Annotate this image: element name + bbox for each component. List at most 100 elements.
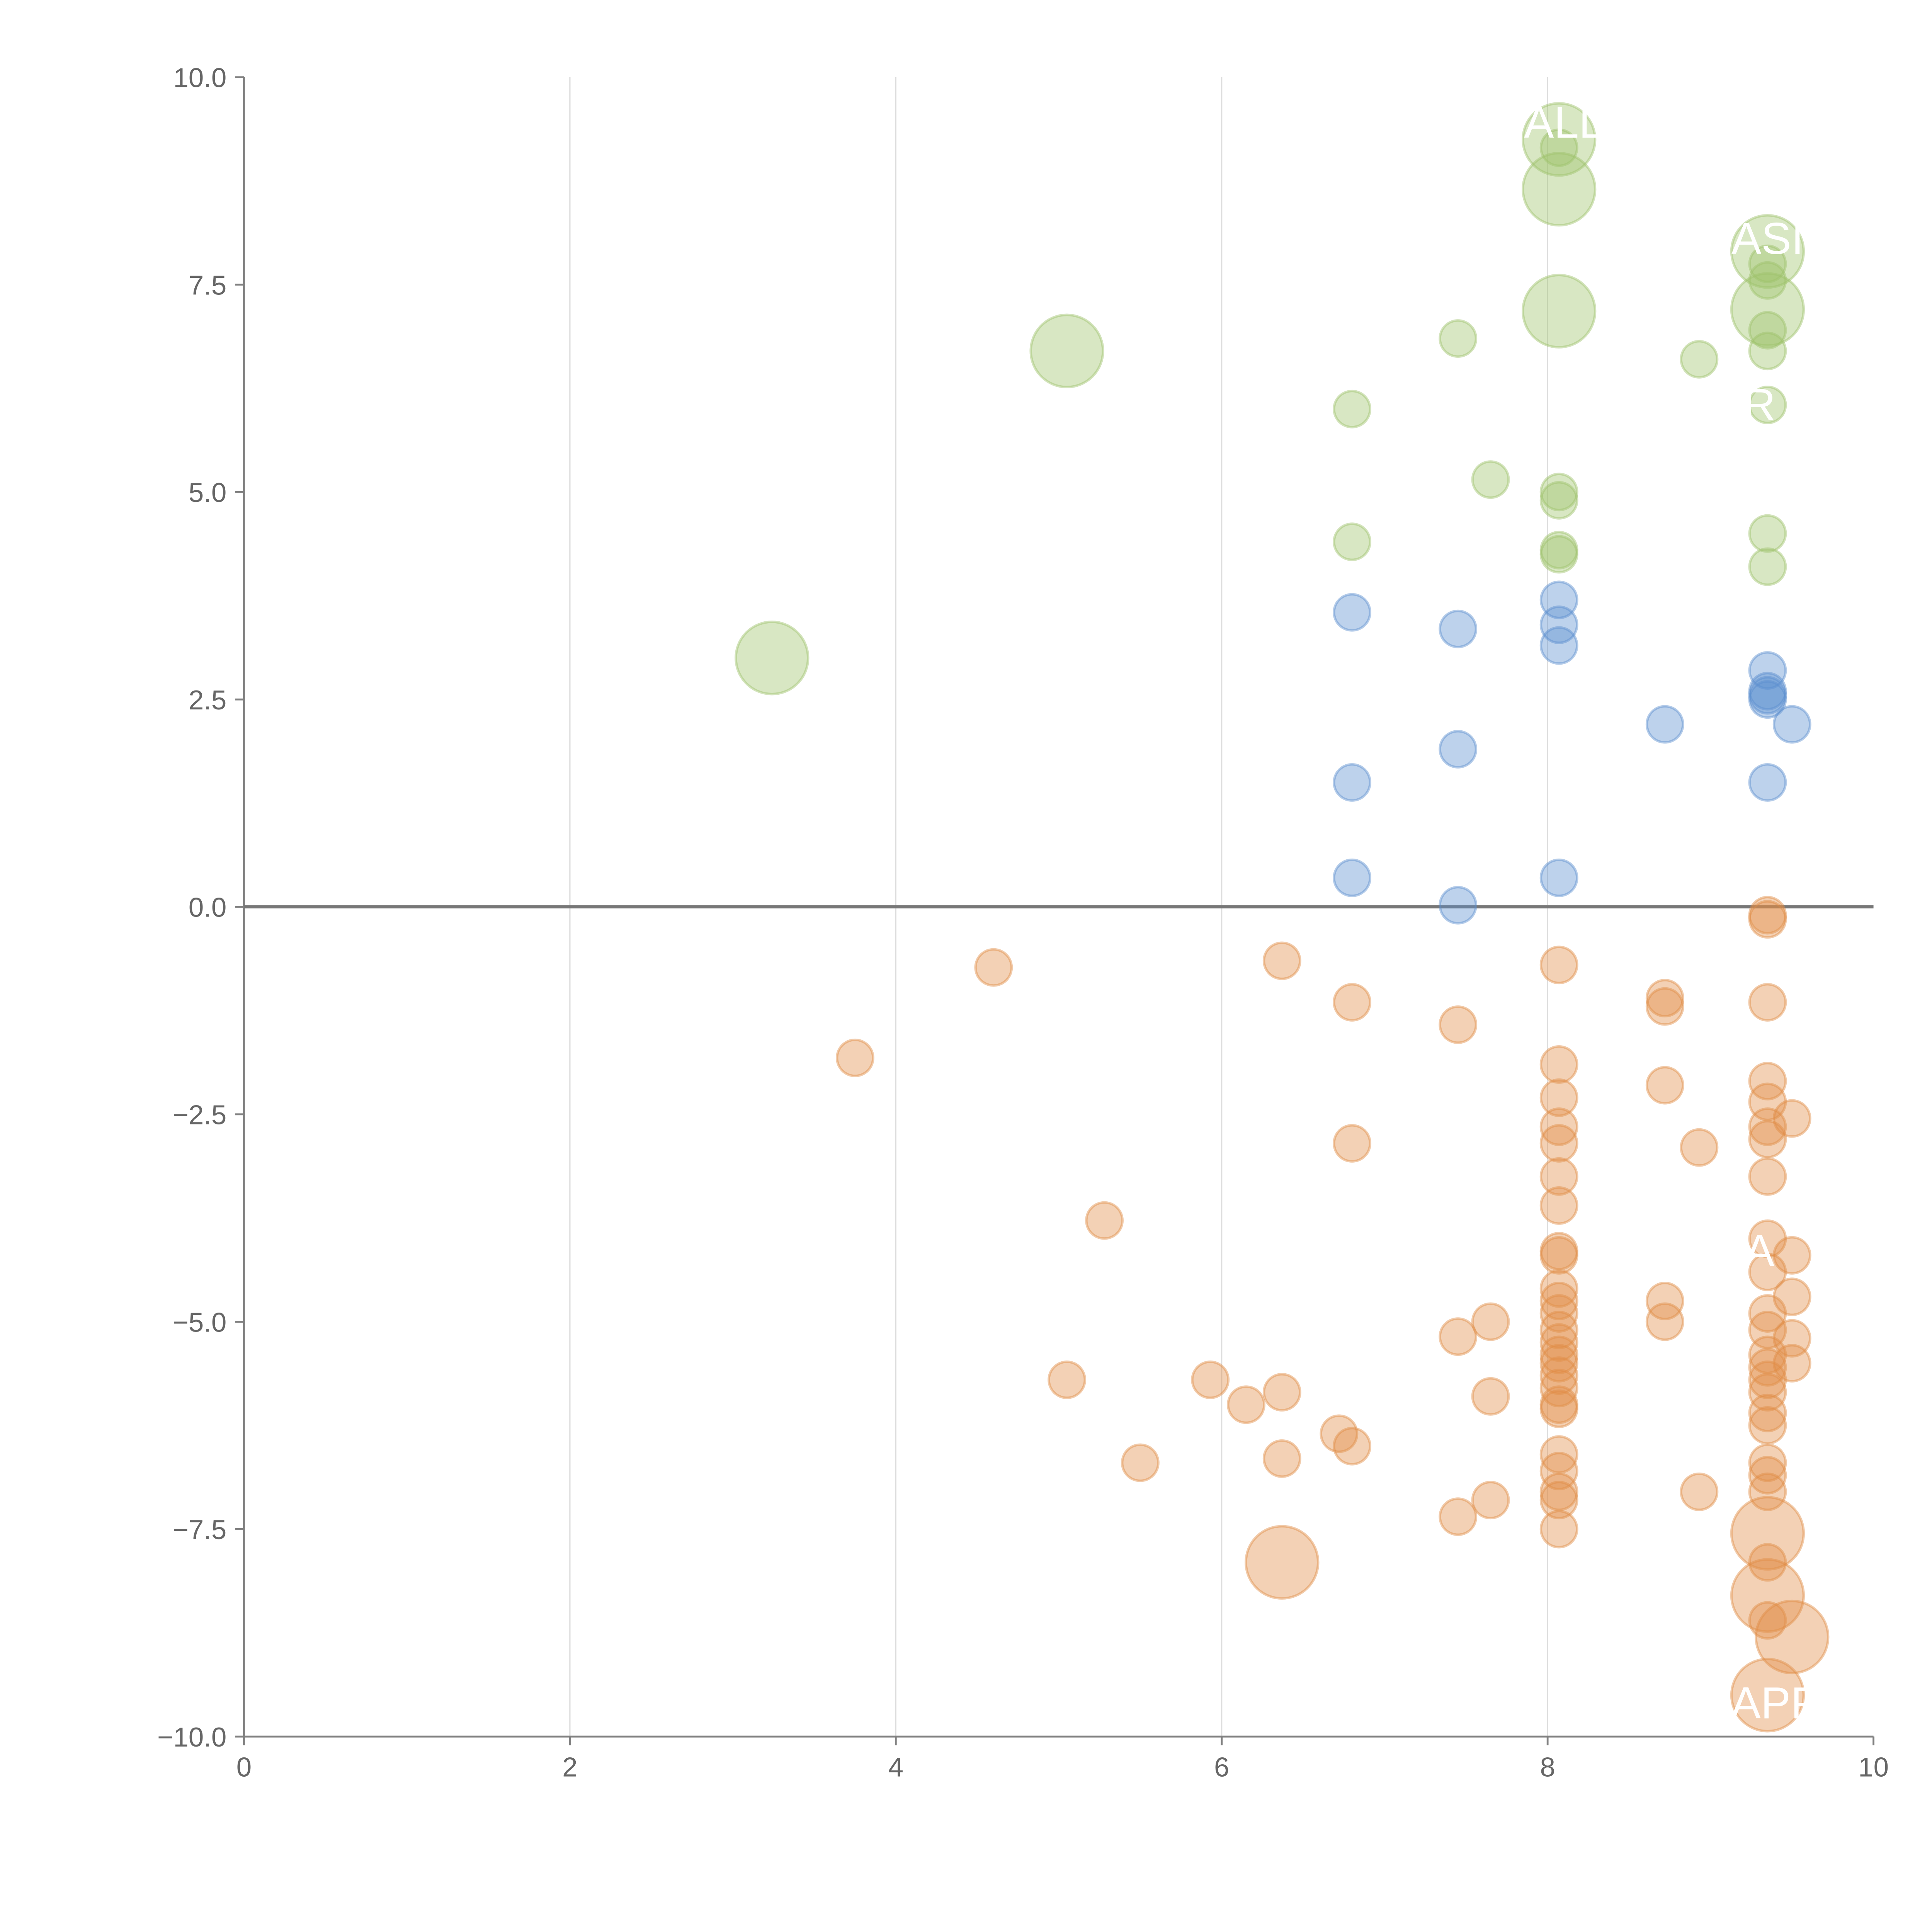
data-point-blue xyxy=(1772,705,1811,744)
y-tick-label: −7.5 xyxy=(172,1515,226,1545)
data-point-orange xyxy=(1645,1281,1684,1320)
data-point-orange xyxy=(974,948,1013,987)
data-point-green xyxy=(1539,128,1578,167)
data-point-green xyxy=(1748,261,1787,300)
data-point-orange xyxy=(1539,1335,1578,1374)
data-point-orange xyxy=(1539,1323,1578,1362)
data-point-blue xyxy=(1439,886,1478,925)
data-point-orange xyxy=(1085,1201,1124,1240)
annotation-label: ASI xyxy=(1731,213,1804,264)
data-point-orange xyxy=(1320,1414,1359,1453)
annotations: ALL ASI R A APP xyxy=(1524,97,1820,1728)
data-point-orange xyxy=(1439,1317,1478,1356)
data-point-orange xyxy=(1439,1497,1478,1536)
data-point-orange xyxy=(1471,1302,1510,1341)
data-point-green xyxy=(1748,332,1787,371)
y-tick-label: −2.5 xyxy=(172,1100,226,1131)
data-point-orange xyxy=(1772,1319,1811,1358)
data-point-orange xyxy=(1748,900,1787,939)
data-point-orange xyxy=(1748,1061,1787,1100)
y-tick-label: 10.0 xyxy=(173,63,226,94)
data-point-green xyxy=(1522,274,1597,349)
data-point-orange xyxy=(1748,983,1787,1022)
data-point-blue xyxy=(1539,626,1578,665)
data-point-orange xyxy=(1748,1157,1787,1196)
data-point-green xyxy=(1748,547,1787,586)
data-point-orange xyxy=(1262,1373,1301,1412)
data-point-orange xyxy=(1539,1435,1578,1474)
data-point-orange xyxy=(1748,1373,1787,1412)
data-point-orange xyxy=(1748,1311,1787,1349)
y-tick-label: 5.0 xyxy=(189,478,227,508)
data-point-orange xyxy=(1680,1128,1719,1167)
data-point-blue xyxy=(1748,676,1787,715)
data-point-orange xyxy=(835,1038,874,1077)
data-point-orange xyxy=(1262,1439,1301,1478)
data-point-orange xyxy=(1048,1360,1087,1399)
data-point-orange xyxy=(1730,1496,1805,1571)
data-point-orange xyxy=(1539,1344,1578,1383)
y-tick-label: 2.5 xyxy=(189,685,227,716)
data-point-orange xyxy=(1333,1427,1372,1466)
data-point-blue xyxy=(1439,730,1478,769)
data-point-orange xyxy=(1748,1360,1787,1399)
data-point-orange xyxy=(1730,1558,1805,1633)
data-point-orange xyxy=(1748,896,1787,935)
y-tick-label: −5.0 xyxy=(172,1307,226,1338)
data-point-orange xyxy=(1748,1443,1787,1482)
data-point-orange xyxy=(1748,1543,1787,1582)
data-point-green xyxy=(1522,151,1597,227)
data-point-green xyxy=(1439,319,1478,358)
data-point-orange xyxy=(1748,1120,1787,1159)
data-point-orange xyxy=(1645,987,1684,1026)
data-point-orange xyxy=(1539,1107,1578,1146)
data-point-orange xyxy=(1772,1344,1811,1383)
data-point-orange xyxy=(1730,1658,1805,1733)
data-point-orange xyxy=(1539,1281,1578,1320)
data-point-orange xyxy=(1333,1124,1372,1163)
data-point-orange xyxy=(1748,1348,1787,1387)
annotation-label: R xyxy=(1743,379,1776,430)
x-tick-label: 6 xyxy=(1214,1752,1229,1782)
data-point-orange xyxy=(1539,1269,1578,1308)
data-point-orange xyxy=(1121,1443,1160,1482)
data-point-orange xyxy=(1772,1236,1811,1275)
data-point-orange xyxy=(1748,1219,1787,1258)
y-tick-label: −10.0 xyxy=(157,1722,226,1753)
data-point-orange xyxy=(1539,1078,1578,1117)
data-point-orange xyxy=(1748,1107,1787,1146)
data-point-green xyxy=(1539,531,1578,570)
data-point-orange xyxy=(1748,1335,1787,1374)
data-point-orange xyxy=(1539,1311,1578,1349)
data-point-orange xyxy=(1539,1157,1578,1196)
data-point-green xyxy=(1680,340,1719,379)
data-point-blue xyxy=(1748,680,1787,719)
data-point-orange xyxy=(1539,1186,1578,1225)
data-point-orange xyxy=(1748,1082,1787,1121)
data-point-orange xyxy=(1680,1472,1719,1511)
data-point-green xyxy=(1748,311,1787,350)
data-point-orange xyxy=(1539,1472,1578,1511)
data-point-orange xyxy=(1748,1294,1787,1333)
data-point-orange xyxy=(1539,1045,1578,1084)
data-point-green xyxy=(1748,385,1787,424)
data-point-orange xyxy=(1191,1360,1230,1399)
data-point-orange xyxy=(1539,946,1578,985)
data-point-orange xyxy=(1748,1393,1787,1432)
y-tick-label: 0.0 xyxy=(189,893,227,923)
data-point-green xyxy=(1748,244,1787,283)
annotation-label: A xyxy=(1745,1226,1775,1276)
data-point-orange xyxy=(1645,1302,1684,1341)
x-tick-label: 10 xyxy=(1858,1752,1889,1782)
data-point-orange xyxy=(1645,979,1684,1018)
data-point-orange xyxy=(1262,941,1301,980)
data-point-orange xyxy=(1645,1066,1684,1105)
data-point-orange xyxy=(1539,1232,1578,1271)
annotation-label: APP xyxy=(1731,1678,1821,1728)
axes: 0 2 4 6 8 10 −10.0 −7.5 −5.0 −2.5 0.0 2.5 5.0 7.5 10.0 xyxy=(157,63,1889,1783)
data-point-orange xyxy=(1539,1236,1578,1275)
data-point-blue xyxy=(1333,593,1372,632)
data-point-orange xyxy=(1245,1525,1320,1600)
data-point-orange xyxy=(1748,1252,1787,1291)
